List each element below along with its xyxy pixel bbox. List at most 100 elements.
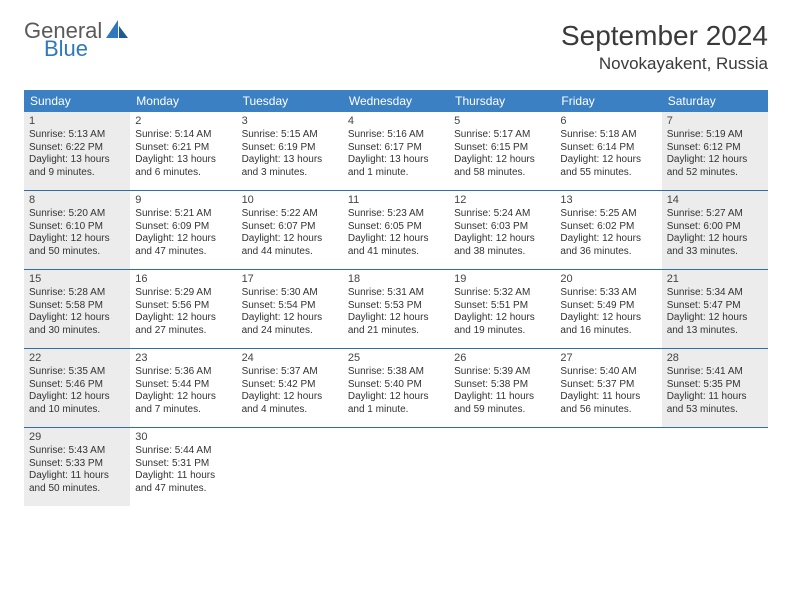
week-row: 29Sunrise: 5:43 AMSunset: 5:33 PMDayligh… [24, 428, 768, 506]
daylight-text: Daylight: 12 hours [29, 312, 125, 325]
sunrise-text: Sunrise: 5:37 AM [242, 366, 338, 379]
sunrise-text: Sunrise: 5:36 AM [135, 366, 231, 379]
logo-text-blue: Blue [44, 38, 128, 60]
daylight-text: Daylight: 12 hours [135, 312, 231, 325]
sunset-text: Sunset: 6:14 PM [560, 142, 656, 155]
daylight-text: Daylight: 13 hours [242, 154, 338, 167]
day-blank [662, 428, 768, 506]
day-number: 21 [667, 273, 763, 285]
day-number: 25 [348, 352, 444, 364]
day-number: 7 [667, 115, 763, 127]
sunset-text: Sunset: 5:49 PM [560, 300, 656, 313]
daylight-text2: and 41 minutes. [348, 246, 444, 259]
daylight-text2: and 56 minutes. [560, 404, 656, 417]
day-number: 4 [348, 115, 444, 127]
day-cell: 25Sunrise: 5:38 AMSunset: 5:40 PMDayligh… [343, 349, 449, 427]
day-cell: 28Sunrise: 5:41 AMSunset: 5:35 PMDayligh… [662, 349, 768, 427]
daylight-text: Daylight: 11 hours [135, 470, 231, 483]
day-number: 17 [242, 273, 338, 285]
daylight-text2: and 47 minutes. [135, 483, 231, 496]
day-number: 13 [560, 194, 656, 206]
sunrise-text: Sunrise: 5:44 AM [135, 445, 231, 458]
day-number: 23 [135, 352, 231, 364]
dow-cell: Tuesday [237, 90, 343, 112]
sunset-text: Sunset: 5:56 PM [135, 300, 231, 313]
sunset-text: Sunset: 6:03 PM [454, 221, 550, 234]
sunset-text: Sunset: 6:09 PM [135, 221, 231, 234]
day-number: 1 [29, 115, 125, 127]
week-row: 15Sunrise: 5:28 AMSunset: 5:58 PMDayligh… [24, 270, 768, 349]
day-number: 29 [29, 431, 125, 443]
day-blank [237, 428, 343, 506]
day-number: 12 [454, 194, 550, 206]
day-cell: 7Sunrise: 5:19 AMSunset: 6:12 PMDaylight… [662, 112, 768, 190]
header: General Blue September 2024 Novokayakent… [24, 20, 768, 74]
day-number: 16 [135, 273, 231, 285]
sunrise-text: Sunrise: 5:17 AM [454, 129, 550, 142]
day-cell: 11Sunrise: 5:23 AMSunset: 6:05 PMDayligh… [343, 191, 449, 269]
daylight-text: Daylight: 12 hours [560, 154, 656, 167]
sunrise-text: Sunrise: 5:34 AM [667, 287, 763, 300]
sunrise-text: Sunrise: 5:23 AM [348, 208, 444, 221]
sunset-text: Sunset: 5:40 PM [348, 379, 444, 392]
daylight-text: Daylight: 13 hours [135, 154, 231, 167]
dow-cell: Saturday [662, 90, 768, 112]
sunset-text: Sunset: 5:58 PM [29, 300, 125, 313]
daylight-text2: and 7 minutes. [135, 404, 231, 417]
logo: General Blue [24, 20, 128, 60]
sunrise-text: Sunrise: 5:20 AM [29, 208, 125, 221]
day-cell: 2Sunrise: 5:14 AMSunset: 6:21 PMDaylight… [130, 112, 236, 190]
sunset-text: Sunset: 6:17 PM [348, 142, 444, 155]
daylight-text: Daylight: 12 hours [560, 312, 656, 325]
sunset-text: Sunset: 6:10 PM [29, 221, 125, 234]
day-number: 3 [242, 115, 338, 127]
daylight-text: Daylight: 12 hours [667, 233, 763, 246]
day-cell: 30Sunrise: 5:44 AMSunset: 5:31 PMDayligh… [130, 428, 236, 506]
sunset-text: Sunset: 5:47 PM [667, 300, 763, 313]
day-blank [343, 428, 449, 506]
day-blank [555, 428, 661, 506]
daylight-text: Daylight: 12 hours [242, 312, 338, 325]
daylight-text2: and 19 minutes. [454, 325, 550, 338]
daylight-text: Daylight: 12 hours [454, 233, 550, 246]
daylight-text2: and 4 minutes. [242, 404, 338, 417]
sunrise-text: Sunrise: 5:24 AM [454, 208, 550, 221]
month-title: September 2024 [561, 20, 768, 52]
day-number: 14 [667, 194, 763, 206]
sunset-text: Sunset: 5:53 PM [348, 300, 444, 313]
day-number: 18 [348, 273, 444, 285]
sunset-text: Sunset: 5:38 PM [454, 379, 550, 392]
sunset-text: Sunset: 6:05 PM [348, 221, 444, 234]
sunrise-text: Sunrise: 5:22 AM [242, 208, 338, 221]
title-block: September 2024 Novokayakent, Russia [561, 20, 768, 74]
sunrise-text: Sunrise: 5:41 AM [667, 366, 763, 379]
sunrise-text: Sunrise: 5:13 AM [29, 129, 125, 142]
sunrise-text: Sunrise: 5:15 AM [242, 129, 338, 142]
sunset-text: Sunset: 5:42 PM [242, 379, 338, 392]
day-cell: 10Sunrise: 5:22 AMSunset: 6:07 PMDayligh… [237, 191, 343, 269]
sunset-text: Sunset: 5:44 PM [135, 379, 231, 392]
sunset-text: Sunset: 6:12 PM [667, 142, 763, 155]
calendar: SundayMondayTuesdayWednesdayThursdayFrid… [24, 90, 768, 506]
daylight-text2: and 3 minutes. [242, 167, 338, 180]
day-cell: 27Sunrise: 5:40 AMSunset: 5:37 PMDayligh… [555, 349, 661, 427]
dow-cell: Wednesday [343, 90, 449, 112]
daylight-text: Daylight: 11 hours [560, 391, 656, 404]
daylight-text: Daylight: 12 hours [348, 233, 444, 246]
dow-cell: Sunday [24, 90, 130, 112]
day-number: 20 [560, 273, 656, 285]
day-number: 22 [29, 352, 125, 364]
daylight-text2: and 59 minutes. [454, 404, 550, 417]
location: Novokayakent, Russia [561, 54, 768, 74]
sunrise-text: Sunrise: 5:21 AM [135, 208, 231, 221]
day-cell: 8Sunrise: 5:20 AMSunset: 6:10 PMDaylight… [24, 191, 130, 269]
daylight-text2: and 21 minutes. [348, 325, 444, 338]
daylight-text: Daylight: 12 hours [348, 312, 444, 325]
day-number: 9 [135, 194, 231, 206]
day-cell: 14Sunrise: 5:27 AMSunset: 6:00 PMDayligh… [662, 191, 768, 269]
dow-cell: Monday [130, 90, 236, 112]
day-cell: 1Sunrise: 5:13 AMSunset: 6:22 PMDaylight… [24, 112, 130, 190]
day-cell: 26Sunrise: 5:39 AMSunset: 5:38 PMDayligh… [449, 349, 555, 427]
daylight-text2: and 33 minutes. [667, 246, 763, 259]
daylight-text2: and 50 minutes. [29, 483, 125, 496]
